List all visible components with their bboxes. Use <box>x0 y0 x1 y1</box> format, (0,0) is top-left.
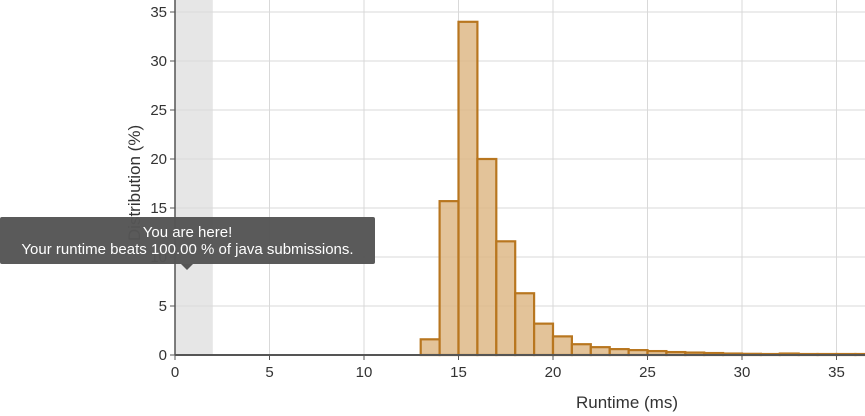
histogram-bar <box>419 338 441 357</box>
histogram-bar <box>514 292 536 357</box>
histogram-bar <box>532 322 555 357</box>
x-tick-label: 0 <box>171 364 179 381</box>
y-axis-title: Distribution (%) <box>125 125 144 241</box>
y-tick-label: 0 <box>159 347 167 364</box>
y-tick-label: 20 <box>150 151 167 168</box>
histogram-bar <box>476 157 498 357</box>
y-tick-label: 15 <box>150 200 167 217</box>
histogram-bar <box>570 343 592 357</box>
y-tick-label: 30 <box>150 53 167 70</box>
tooltip-arrow <box>181 264 193 270</box>
x-tick-label: 20 <box>545 364 562 381</box>
tooltip-message: Your runtime beats 100.00 % of java subm… <box>21 241 354 258</box>
you-are-here-tooltip: You are here! Your runtime beats 100.00 … <box>0 217 375 264</box>
y-tick-label: 5 <box>159 298 167 315</box>
y-tick-label: 35 <box>150 4 167 21</box>
x-tick-label: 25 <box>639 364 656 381</box>
histogram-bar <box>551 335 573 357</box>
x-tick-label: 35 <box>828 364 845 381</box>
tooltip-title: You are here! <box>142 224 233 241</box>
x-tick-label: 30 <box>734 364 751 381</box>
x-tick-label: 5 <box>265 364 273 381</box>
histogram-bar <box>495 240 517 357</box>
y-tick-label: 25 <box>150 102 167 119</box>
x-tick-label: 15 <box>450 364 467 381</box>
histogram-bar <box>457 20 479 357</box>
x-tick-label: 10 <box>356 364 373 381</box>
your-runtime-highlight-band <box>175 0 213 355</box>
x-axis-title: Runtime (ms) <box>576 393 678 412</box>
histogram-bar <box>438 200 460 357</box>
histogram-bar <box>589 346 611 357</box>
